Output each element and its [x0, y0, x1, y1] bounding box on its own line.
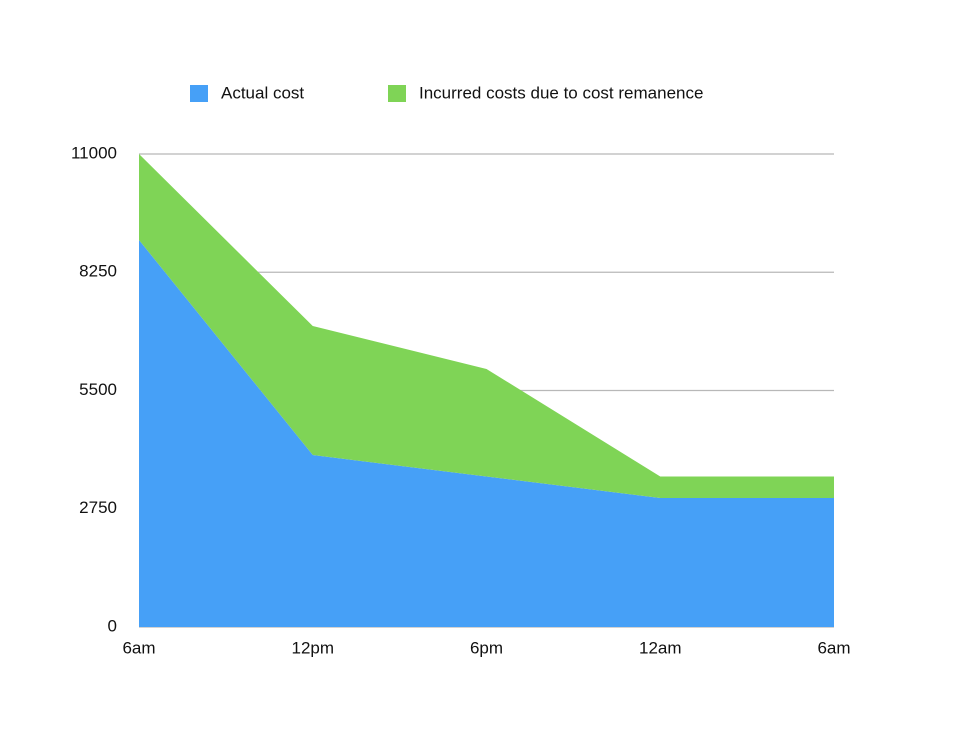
y-tick-label: 11000	[71, 143, 117, 162]
y-tick-label: 8250	[79, 262, 117, 281]
legend-swatch	[388, 85, 406, 102]
x-tick-label: 6pm	[470, 638, 503, 657]
legend-swatch	[190, 85, 208, 102]
x-tick-label: 6am	[122, 638, 155, 657]
y-tick-label: 5500	[79, 380, 117, 399]
legend-label: Incurred costs due to cost remanence	[419, 83, 703, 102]
area	[139, 154, 834, 498]
x-tick-label: 6am	[817, 638, 850, 657]
x-tick-label: 12am	[639, 638, 682, 657]
x-tick-label: 12pm	[291, 638, 334, 657]
y-tick-label: 0	[108, 616, 117, 635]
y-tick-label: 2750	[79, 498, 117, 517]
area	[139, 240, 834, 627]
legend-label: Actual cost	[221, 83, 304, 102]
